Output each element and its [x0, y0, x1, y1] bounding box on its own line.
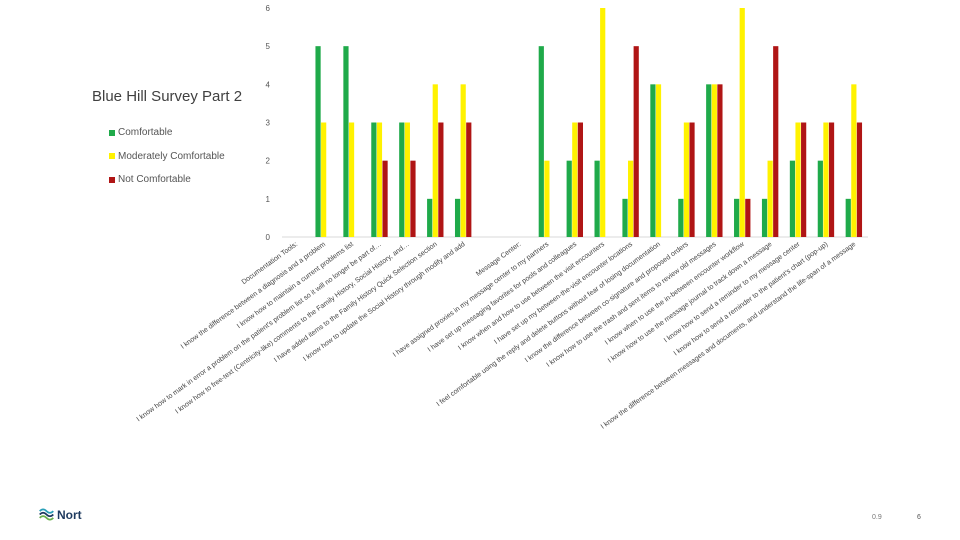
bar-not-comfortable	[801, 122, 807, 237]
bar-moderately-comfortable	[739, 8, 745, 237]
legend-item-comfortable: Comfortable	[109, 121, 225, 145]
company-logo: Nort	[38, 506, 82, 523]
y-tick-label: 0	[266, 233, 271, 242]
bar-not-comfortable	[773, 46, 779, 237]
chart-title: Blue Hill Survey Part 2	[92, 88, 243, 105]
y-tick-label: 6	[266, 4, 271, 13]
bar-not-comfortable	[717, 84, 723, 237]
bar-comfortable	[427, 198, 433, 237]
bar-moderately-comfortable	[544, 160, 550, 237]
legend-item-moderately-comfortable: Moderately Comfortable	[109, 145, 225, 169]
bar-moderately-comfortable	[655, 84, 662, 237]
bar-comfortable	[454, 198, 461, 237]
bar-comfortable	[734, 198, 740, 237]
y-tick-label: 1	[266, 195, 271, 204]
bar-not-comfortable	[466, 122, 472, 237]
bar-comfortable	[538, 46, 544, 237]
bar-comfortable	[761, 198, 768, 237]
bar-moderately-comfortable	[460, 84, 466, 237]
legend-swatch-comfortable	[109, 129, 115, 136]
y-tick-label: 3	[266, 119, 271, 128]
bar-comfortable	[343, 46, 349, 237]
bar-comfortable	[789, 160, 796, 237]
bar-moderately-comfortable	[572, 122, 578, 237]
bar-comfortable	[706, 84, 712, 237]
y-tick-label: 4	[266, 80, 271, 89]
bar-comfortable	[817, 160, 823, 237]
bar-comfortable	[566, 160, 572, 237]
bar-moderately-comfortable	[823, 122, 829, 237]
bar-comfortable	[315, 46, 321, 237]
bar-not-comfortable	[745, 198, 751, 237]
logo-text: Nort	[57, 507, 82, 522]
bar-moderately-comfortable	[348, 122, 355, 237]
bar-moderately-comfortable	[321, 122, 327, 237]
legend-label: Comfortable	[118, 127, 173, 139]
bar-moderately-comfortable	[711, 84, 717, 237]
y-tick-label: 5	[266, 42, 271, 51]
category-label: Message Center:	[475, 241, 522, 278]
bar-comfortable	[371, 122, 377, 237]
bar-moderately-comfortable	[851, 84, 857, 237]
bar-not-comfortable	[410, 160, 416, 237]
bar-comfortable	[845, 198, 851, 237]
bar-moderately-comfortable	[628, 160, 634, 237]
bar-not-comfortable	[689, 122, 695, 237]
bar-comfortable	[399, 122, 405, 237]
bar-moderately-comfortable	[767, 160, 773, 237]
legend-swatch-moderately-comfortable	[109, 153, 115, 160]
bar-not-comfortable	[577, 122, 583, 237]
legend-swatch-not-comfortable	[109, 176, 115, 183]
bar-moderately-comfortable	[795, 122, 801, 237]
logo-icon	[39, 508, 54, 521]
y-tick-label: 2	[266, 157, 271, 166]
bar-comfortable	[678, 198, 684, 237]
legend-item-not-comfortable: Not Comfortable	[109, 168, 225, 192]
page-number: 6	[917, 514, 921, 521]
bar-comfortable	[622, 198, 628, 237]
bar-moderately-comfortable	[432, 84, 438, 237]
legend-label: Moderately Comfortable	[118, 150, 225, 162]
bar-comfortable	[650, 84, 656, 237]
bar-comfortable	[594, 160, 600, 237]
bar-moderately-comfortable	[600, 8, 606, 237]
bar-not-comfortable	[856, 122, 863, 237]
bar-moderately-comfortable	[376, 122, 383, 237]
bar-not-comfortable	[382, 160, 388, 237]
bar-not-comfortable	[633, 46, 639, 237]
footer-version: 0.9	[872, 514, 882, 521]
legend: Comfortable Moderately Comfortable Not C…	[109, 121, 225, 192]
legend-label: Not Comfortable	[118, 174, 191, 186]
bar-moderately-comfortable	[683, 122, 690, 237]
bar-not-comfortable	[438, 122, 444, 237]
bar-moderately-comfortable	[404, 122, 410, 237]
bar-not-comfortable	[828, 122, 835, 237]
